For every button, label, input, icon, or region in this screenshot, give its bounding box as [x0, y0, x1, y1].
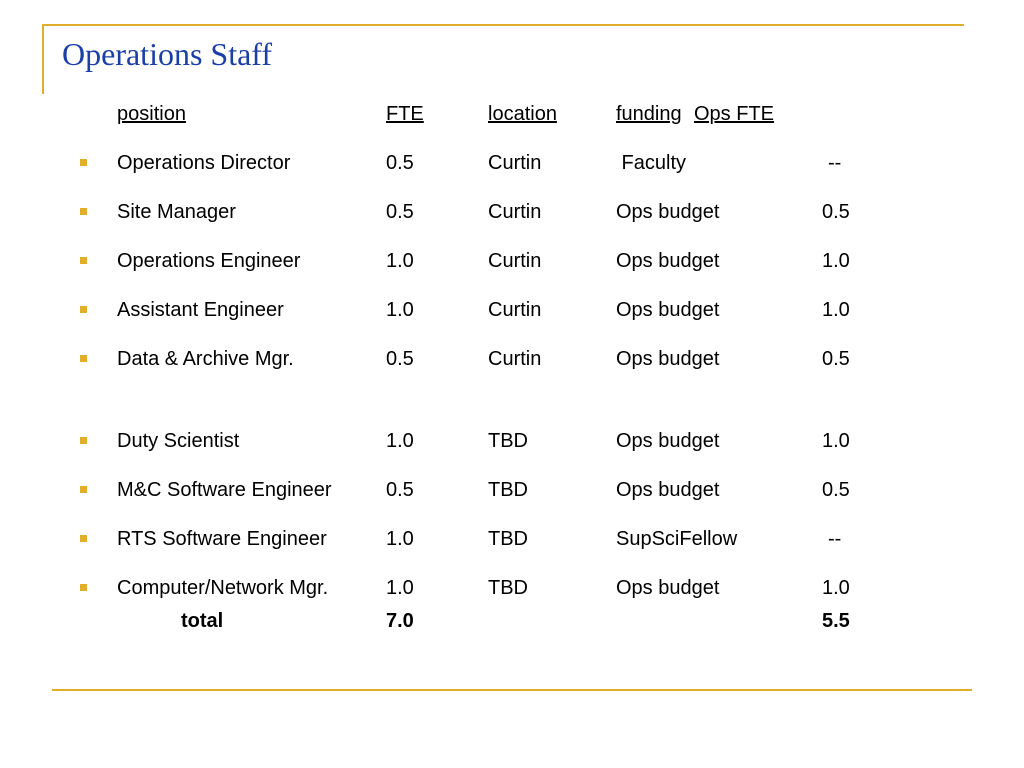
cell-position: M&C Software Engineer — [117, 479, 332, 501]
cell-fte: 1.0 — [386, 577, 414, 599]
cell-ops-fte: 1.0 — [822, 299, 850, 321]
cell-ops-fte: 1.0 — [822, 430, 850, 452]
bullet-icon — [80, 355, 87, 362]
bullet-icon — [80, 486, 87, 493]
cell-position: Data & Archive Mgr. — [117, 348, 294, 370]
bullet-icon — [80, 257, 87, 264]
cell-position: Assistant Engineer — [117, 299, 284, 321]
frame-left-line — [42, 24, 44, 94]
cell-position: Operations Engineer — [117, 250, 301, 272]
cell-funding: Ops budget — [616, 577, 720, 599]
frame-top-line — [42, 24, 964, 26]
cell-funding: Faculty — [616, 152, 687, 174]
cell-funding: Ops budget — [616, 479, 720, 501]
cell-location: TBD — [488, 479, 528, 501]
total-fte: 7.0 — [386, 610, 414, 632]
cell-fte: 1.0 — [386, 299, 414, 321]
cell-fte: 1.0 — [386, 250, 414, 272]
bullet-icon — [80, 159, 87, 166]
cell-ops-fte: 0.5 — [822, 348, 850, 370]
cell-ops-fte: 1.0 — [822, 577, 850, 599]
cell-position: RTS Software Engineer — [117, 528, 327, 550]
cell-location: Curtin — [488, 348, 542, 370]
total-ops-fte: 5.5 — [822, 610, 850, 632]
cell-location: Curtin — [488, 250, 542, 272]
header-location: location — [488, 103, 557, 125]
bullet-icon — [80, 306, 87, 313]
cell-funding: Ops budget — [616, 430, 720, 452]
cell-position: Duty Scientist — [117, 430, 240, 452]
cell-ops-fte: -- — [828, 152, 842, 174]
header-fte: FTE — [386, 103, 424, 125]
cell-funding: Ops budget — [616, 348, 720, 370]
cell-position: Site Manager — [117, 201, 236, 223]
cell-location: Curtin — [488, 201, 542, 223]
cell-fte: 1.0 — [386, 430, 414, 452]
cell-funding: Ops budget — [616, 299, 720, 321]
bullet-icon — [80, 208, 87, 215]
cell-location: TBD — [488, 577, 528, 599]
bullet-icon — [80, 535, 87, 542]
cell-funding: Ops budget — [616, 201, 720, 223]
cell-ops-fte: 0.5 — [822, 479, 850, 501]
slide-title: Operations Staff — [62, 36, 273, 72]
cell-fte: 0.5 — [386, 152, 414, 174]
cell-fte: 0.5 — [386, 479, 414, 501]
cell-location: Curtin — [488, 152, 542, 174]
cell-funding: Ops budget — [616, 250, 720, 272]
cell-position: Computer/Network Mgr. — [117, 577, 329, 599]
frame-bottom-line — [52, 689, 972, 691]
cell-location: TBD — [488, 528, 528, 550]
cell-location: TBD — [488, 430, 528, 452]
header-position: position — [117, 103, 186, 125]
cell-ops-fte: 0.5 — [822, 201, 850, 223]
total-label: total — [181, 610, 224, 632]
cell-fte: 1.0 — [386, 528, 414, 550]
header-ops-fte: Ops FTE — [694, 103, 775, 125]
cell-fte: 0.5 — [386, 348, 414, 370]
cell-funding: SupSciFellow — [616, 528, 738, 550]
cell-location: Curtin — [488, 299, 542, 321]
bullet-icon — [80, 437, 87, 444]
cell-ops-fte: 1.0 — [822, 250, 850, 272]
cell-ops-fte: -- — [828, 528, 842, 550]
bullet-icon — [80, 584, 87, 591]
cell-position: Operations Director — [117, 152, 291, 174]
header-funding: funding — [616, 103, 682, 125]
cell-fte: 0.5 — [386, 201, 414, 223]
